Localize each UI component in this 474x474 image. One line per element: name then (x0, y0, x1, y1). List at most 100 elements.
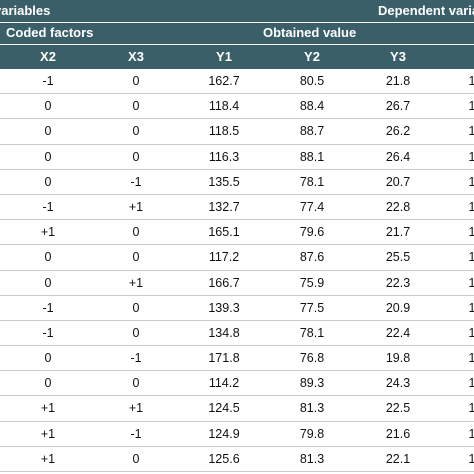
table-cell: 0 (44, 124, 52, 139)
table-cell: 19.8 (385, 351, 411, 366)
table-cell: -1 (42, 74, 54, 88)
table-cell: 0 (132, 250, 140, 265)
table-cell: -1 (42, 325, 54, 340)
table-cell: 139.3 (208, 300, 240, 315)
table-row: 0 0 118.4 88.4 26.7 1 (0, 94, 474, 120)
table-cell: 135.5 (208, 174, 240, 189)
header-variables: variables (0, 3, 51, 18)
table-cell: 1 (468, 124, 474, 139)
table-cell: 78.1 (299, 325, 325, 340)
table-cell: 0 (132, 225, 140, 240)
header-coded-factors: Coded factors (6, 25, 94, 40)
header-row-groups: Coded factors Obtained value (0, 22, 474, 44)
table-cell: 0 (44, 275, 52, 290)
table-row: -1 0 134.8 78.1 22.4 1 (0, 321, 474, 347)
table-cell: +1 (128, 401, 144, 416)
table-cell: 21.7 (385, 225, 411, 240)
table-cell: 22.5 (385, 401, 411, 416)
table-row: +1 0 125.6 81.3 22.1 1 (0, 447, 474, 472)
table-cell: 80.5 (299, 74, 325, 88)
table-cell: 124.9 (208, 426, 240, 441)
table-row: -1 0 162.7 80.5 21.8 1 (0, 69, 474, 95)
table-cell: 79.8 (299, 426, 325, 441)
column-header-y3: Y3 (390, 49, 406, 64)
table-cell: 0 (132, 74, 140, 88)
table-cell: 81.3 (299, 451, 325, 466)
table-cell: 1 (468, 74, 474, 88)
table-row: 0 -1 171.8 76.8 19.8 1 (0, 346, 474, 372)
table-cell: 20.7 (385, 174, 411, 189)
table-row: +1 +1 124.5 81.3 22.5 1 (0, 396, 474, 422)
table-cell: 134.8 (208, 325, 240, 340)
table-cell: 79.6 (299, 225, 325, 240)
header-obtained-value: Obtained value (263, 25, 357, 40)
table-cell: 0 (132, 376, 140, 391)
table-cell: 1 (468, 300, 474, 315)
table-cell: -1 (130, 351, 142, 366)
table-cell: 22.1 (385, 451, 411, 466)
table-row: 0 0 117.2 87.6 25.5 1 (0, 245, 474, 271)
table-cell: 21.8 (385, 74, 411, 88)
table-cell: 0 (44, 351, 52, 366)
table-cell: 124.5 (208, 401, 240, 416)
table-cell: +1 (40, 225, 56, 240)
table-row: +1 0 165.1 79.6 21.7 1 (0, 220, 474, 246)
table-row: -1 0 139.3 77.5 20.9 1 (0, 296, 474, 321)
column-header-y2: Y2 (304, 49, 320, 64)
table-cell: 81.3 (299, 401, 325, 416)
table-cell: 117.2 (208, 250, 240, 265)
table-cell: 88.7 (299, 124, 325, 139)
table-cell: 24.3 (385, 376, 411, 391)
table-row: 0 0 114.2 89.3 24.3 1 (0, 371, 474, 397)
table-cell: 0 (132, 149, 140, 164)
table-cell: 1 (468, 451, 474, 466)
column-header-y1: Y1 (216, 49, 232, 64)
table-cell: 1 (468, 225, 474, 240)
table-row: 0 +1 166.7 75.9 22.3 1 (0, 271, 474, 296)
table-cell: 1 (468, 250, 474, 265)
table-row: 0 -1 135.5 78.1 20.7 1 (0, 170, 474, 195)
table-cell: 26.4 (385, 149, 411, 164)
table-cell: 125.6 (208, 451, 240, 466)
table-cell: -1 (42, 199, 54, 214)
table-cell: -1 (130, 174, 142, 189)
header-row-columns: X2 X3 Y1 Y2 Y3 (0, 44, 474, 69)
table-cell: 0 (44, 99, 52, 114)
table-row: -1 +1 132.7 77.4 22.8 1 (0, 195, 474, 221)
table-cell: +1 (128, 275, 144, 290)
column-header-x3: X3 (128, 49, 144, 64)
table-cell: 1 (468, 325, 474, 340)
table-cell: 0 (132, 325, 140, 340)
column-header-x2: X2 (40, 49, 56, 64)
table-cell: 0 (44, 376, 52, 391)
table-cell: 1 (468, 199, 474, 214)
table-body: -1 0 162.7 80.5 21.8 1 0 0 118.4 88.4 26.7 1 0 0 118.5… (0, 69, 474, 474)
table-cell: 171.8 (208, 351, 240, 366)
table-cell: 77.5 (299, 300, 325, 315)
table-cell: 0 (44, 174, 52, 189)
table-cell: +1 (40, 401, 56, 416)
table-row: 0 0 116.3 88.1 26.4 1 (0, 145, 474, 170)
table-cell: 22.8 (385, 199, 411, 214)
table-cell: 1 (468, 275, 474, 290)
table-cell: 75.9 (299, 275, 325, 290)
table-cell: 22.3 (385, 275, 411, 290)
table-cell: 1 (468, 174, 474, 189)
table-row: 0 0 118.5 88.7 26.2 1 (0, 119, 474, 145)
table-cell: +1 (40, 426, 56, 441)
table-cell: 78.1 (299, 174, 325, 189)
table-cell: 0 (132, 99, 140, 114)
table-cell: 87.6 (299, 250, 325, 265)
header-dependent-variables: Dependent varia (378, 3, 474, 18)
table-cell: -1 (42, 300, 54, 315)
table-cell: +1 (128, 199, 144, 214)
table-cell: 22.4 (385, 325, 411, 340)
table-cell: 76.8 (299, 351, 325, 366)
table-cell: 88.1 (299, 149, 325, 164)
table-cell: 26.2 (385, 124, 411, 139)
table-cell: 77.4 (299, 199, 325, 214)
table-cell: 1 (468, 376, 474, 391)
table-cell: 20.9 (385, 300, 411, 315)
table-cell: 165.1 (208, 225, 240, 240)
